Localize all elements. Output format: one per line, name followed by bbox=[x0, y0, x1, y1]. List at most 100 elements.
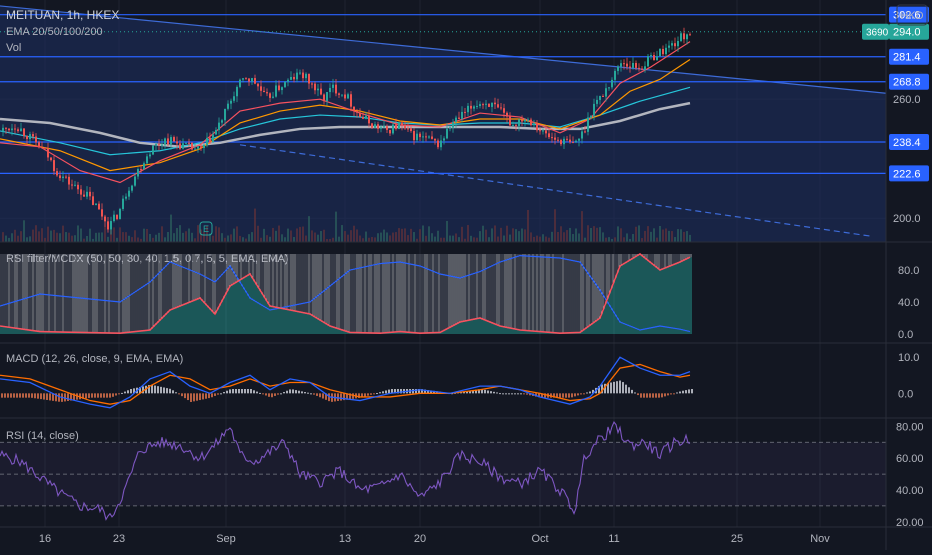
volume-bar bbox=[593, 226, 595, 242]
x-tick-label: 25 bbox=[731, 533, 743, 545]
macd-histogram-bar bbox=[421, 389, 423, 394]
volume-bar bbox=[458, 237, 460, 242]
macd-pane[interactable] bbox=[0, 356, 693, 409]
macd-histogram-bar bbox=[691, 389, 693, 394]
volume-bar bbox=[65, 232, 67, 242]
macd-histogram-bar bbox=[46, 393, 48, 400]
macd-histogram-bar bbox=[241, 389, 243, 394]
candle-body bbox=[62, 176, 64, 179]
macd-histogram-bar bbox=[433, 390, 435, 394]
candle-body bbox=[368, 115, 370, 124]
ema-legend[interactable]: EMA 20/50/100/200 bbox=[6, 26, 103, 38]
macd-histogram-bar bbox=[496, 392, 498, 394]
candle-body bbox=[446, 128, 448, 139]
candle-body bbox=[647, 56, 649, 67]
candle-body bbox=[59, 175, 61, 179]
volume-bar bbox=[431, 233, 433, 242]
candle-body bbox=[422, 136, 424, 138]
earnings-marker-label: E bbox=[203, 224, 209, 234]
volume-bar bbox=[320, 231, 322, 242]
candle-body bbox=[527, 119, 529, 121]
candle-body bbox=[269, 93, 271, 98]
macd-histogram-bar bbox=[529, 393, 531, 396]
candle-body bbox=[461, 111, 463, 119]
rsi-legend[interactable]: RSI (14, close) bbox=[6, 430, 79, 442]
last-price-symbol-tag bbox=[862, 23, 889, 40]
volume-bar bbox=[230, 234, 232, 242]
candle-body bbox=[257, 83, 259, 87]
macd-histogram-bar bbox=[151, 384, 153, 394]
macd-histogram-bar bbox=[247, 389, 249, 394]
volume-bar bbox=[398, 228, 400, 242]
candle-body bbox=[374, 124, 376, 128]
macd-histogram-bar bbox=[238, 389, 240, 394]
macd-histogram-bar bbox=[427, 390, 429, 394]
level-tag bbox=[889, 6, 929, 23]
volume-bar bbox=[56, 232, 58, 242]
macd-histogram-bar bbox=[670, 393, 672, 395]
volume-bar bbox=[29, 236, 31, 242]
candle-body bbox=[155, 144, 157, 146]
volume-bar bbox=[146, 228, 148, 242]
volume-bar bbox=[584, 237, 586, 242]
candle-body bbox=[44, 147, 46, 149]
candle-body bbox=[458, 117, 460, 119]
volume-legend[interactable]: Vol bbox=[6, 42, 21, 54]
volume-bar bbox=[17, 235, 19, 242]
macd-histogram-bar bbox=[250, 389, 252, 394]
macd-histogram-bar bbox=[319, 393, 321, 398]
volume-bar bbox=[71, 235, 73, 242]
symbol-title[interactable]: MEITUAN, 1h, HKEX bbox=[6, 8, 119, 22]
rsi-filter-legend[interactable]: RSI filter/MCDX (50, 50, 30, 40, 1.5, 0.… bbox=[6, 253, 288, 265]
macd-histogram-bar bbox=[40, 393, 42, 400]
candle-body bbox=[161, 144, 163, 146]
volume-bar bbox=[359, 235, 361, 242]
macd-histogram-bar bbox=[313, 393, 315, 395]
candle-body bbox=[476, 106, 478, 108]
macd-histogram-bar bbox=[340, 393, 342, 401]
macd-histogram-bar bbox=[373, 393, 375, 395]
macd-histogram-bar bbox=[292, 389, 294, 394]
macd-histogram-bar bbox=[502, 393, 504, 395]
candle-body bbox=[416, 133, 418, 141]
x-tick-label: 23 bbox=[113, 533, 125, 545]
volume-bar bbox=[269, 236, 271, 242]
macd-histogram-bar bbox=[367, 393, 369, 396]
rsi-filter-pane[interactable] bbox=[0, 253, 692, 335]
macd-histogram-bar bbox=[508, 393, 510, 395]
macd-line bbox=[0, 356, 691, 409]
candle-body bbox=[620, 63, 622, 67]
x-tick-label: 16 bbox=[39, 533, 51, 545]
volume-bar bbox=[221, 233, 223, 242]
candle-body bbox=[596, 99, 598, 104]
volume-bar bbox=[626, 233, 628, 242]
candle-body bbox=[569, 139, 571, 143]
volume-bar bbox=[110, 229, 112, 242]
candle-body bbox=[557, 139, 559, 141]
volume-bar bbox=[227, 235, 229, 242]
level-label: 238.4 bbox=[893, 137, 921, 149]
macd-histogram-bar bbox=[538, 393, 540, 398]
main-price-pane[interactable]: E bbox=[0, 5, 887, 242]
volume-bar bbox=[635, 226, 637, 242]
macd-histogram-bar bbox=[631, 389, 633, 394]
macd-histogram-bar bbox=[562, 393, 564, 398]
volume-bar bbox=[518, 231, 520, 242]
currency-button[interactable] bbox=[896, 4, 928, 26]
candle-body bbox=[545, 130, 547, 134]
candle-body bbox=[212, 134, 214, 143]
volume-bar bbox=[239, 235, 241, 242]
level-label: 222.6 bbox=[893, 168, 921, 180]
volume-bar bbox=[407, 235, 409, 242]
volume-bar bbox=[371, 236, 373, 242]
candle-body bbox=[23, 128, 25, 136]
level-tag bbox=[889, 165, 929, 182]
rsi-pane[interactable] bbox=[0, 420, 886, 521]
volume-bar bbox=[191, 232, 193, 242]
volume-bar bbox=[494, 225, 496, 242]
volume-bar bbox=[473, 237, 475, 242]
macd-histogram-bar bbox=[613, 381, 615, 394]
macd-signal-line bbox=[0, 363, 691, 405]
macd-legend[interactable]: MACD (12, 26, close, 9, EMA, EMA) bbox=[6, 353, 183, 365]
volume-bar bbox=[59, 233, 61, 242]
